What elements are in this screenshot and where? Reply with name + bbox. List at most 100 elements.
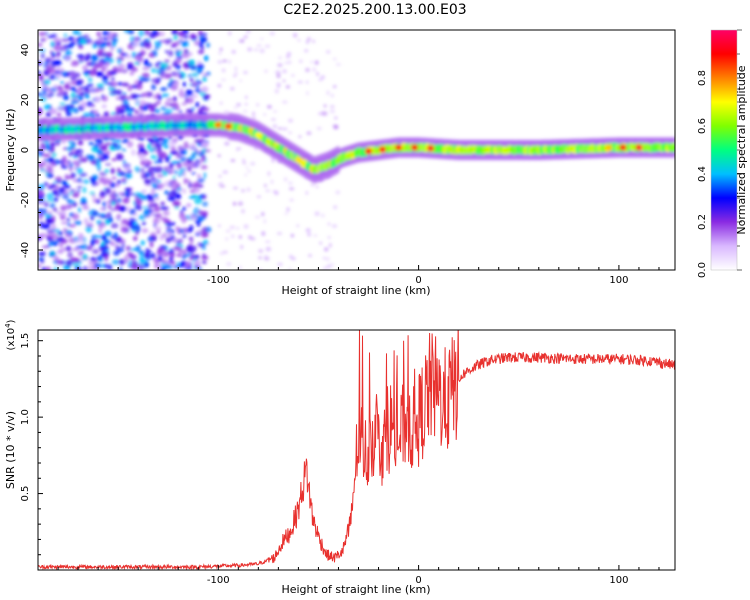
noise-speck	[254, 215, 261, 219]
noise-speck	[79, 244, 88, 250]
noise-speck	[153, 222, 157, 228]
noise-speck	[186, 89, 194, 97]
noise-speck	[182, 81, 186, 88]
noise-speck	[82, 253, 88, 260]
spectrogram-y-label: Frequency (Hz)	[4, 109, 17, 192]
noise-speck	[138, 146, 146, 154]
noise-speck	[80, 158, 88, 162]
noise-speck	[174, 48, 183, 52]
noise-speck	[99, 144, 108, 151]
noise-speck	[230, 87, 235, 91]
noise-speck	[194, 40, 199, 46]
noise-speck	[323, 111, 328, 116]
noise-speck	[146, 103, 155, 109]
noise-speck	[330, 93, 334, 98]
noise-speck	[129, 71, 134, 76]
noise-speck	[101, 234, 105, 241]
noise-speck	[256, 103, 260, 107]
noise-speck	[201, 38, 207, 43]
noise-speck	[261, 231, 266, 237]
noise-speck	[134, 198, 143, 205]
noise-speck	[50, 60, 59, 66]
noise-speck	[90, 109, 95, 114]
noise-speck	[82, 236, 87, 244]
noise-speck	[196, 64, 203, 69]
noise-speck	[44, 31, 48, 36]
noise-speck	[230, 159, 236, 162]
noise-speck	[217, 183, 221, 186]
noise-speck	[75, 167, 81, 171]
noise-speck	[163, 144, 167, 148]
noise-speck	[231, 50, 236, 54]
noise-speck	[197, 151, 201, 155]
noise-speck	[288, 267, 292, 270]
noise-speck	[138, 30, 146, 37]
noise-speck	[238, 39, 243, 43]
noise-speck	[130, 84, 139, 89]
noise-speck	[65, 104, 71, 111]
noise-speck	[154, 41, 158, 45]
noise-speck	[197, 174, 201, 178]
noise-speck	[72, 192, 80, 198]
noise-speck	[169, 170, 173, 174]
noise-speck	[71, 72, 75, 77]
noise-speck	[100, 223, 106, 228]
noise-speck	[199, 229, 207, 233]
noise-speck	[122, 197, 130, 204]
snr-y-label: SNR (10 * v/v)	[4, 411, 17, 489]
y-tick-label: 1.5	[20, 333, 31, 349]
noise-speck	[265, 246, 272, 252]
noise-speck	[49, 87, 58, 93]
noise-speck	[237, 202, 244, 206]
noise-speck	[67, 36, 75, 41]
noise-speck	[106, 201, 113, 204]
noise-speck	[120, 69, 128, 74]
noise-speck	[38, 43, 43, 47]
noise-speck	[152, 94, 158, 100]
noise-speck	[117, 179, 121, 185]
y-tick-label: -20	[20, 192, 31, 208]
noise-speck	[86, 83, 94, 88]
noise-speck	[202, 201, 208, 207]
noise-speck	[332, 85, 337, 88]
noise-speck	[42, 267, 47, 270]
noise-speck	[172, 200, 181, 207]
noise-speck	[181, 42, 189, 47]
noise-speck	[236, 103, 242, 106]
noise-speck	[194, 140, 203, 144]
noise-speck	[218, 175, 222, 178]
noise-speck	[305, 191, 308, 195]
noise-speck	[85, 226, 93, 233]
noise-speck	[146, 143, 152, 150]
noise-speck	[316, 126, 322, 131]
noise-speck	[38, 31, 46, 37]
noise-speck	[156, 136, 165, 141]
noise-speck	[143, 211, 150, 217]
noise-speck	[101, 250, 106, 255]
noise-speck	[272, 124, 277, 129]
noise-speck	[122, 159, 126, 164]
noise-speck	[264, 240, 271, 243]
noise-speck	[75, 238, 84, 244]
noise-speck	[244, 173, 247, 177]
noise-speck	[188, 181, 192, 189]
noise-speck	[291, 74, 295, 77]
noise-speck	[76, 185, 83, 189]
noise-speck	[167, 221, 171, 228]
noise-speck	[86, 54, 91, 61]
noise-speck	[316, 72, 319, 76]
noise-speck	[197, 60, 202, 66]
noise-speck	[38, 184, 46, 191]
noise-speck	[203, 94, 211, 99]
noise-speck	[179, 210, 184, 214]
noise-speck	[243, 224, 249, 229]
noise-speck	[96, 157, 101, 163]
noise-speck	[109, 182, 117, 188]
noise-speck	[111, 158, 117, 162]
ridge-hotspot	[365, 148, 372, 155]
noise-speck	[157, 95, 162, 101]
noise-speck	[47, 34, 55, 39]
noise-speck	[47, 93, 55, 97]
noise-speck	[253, 48, 259, 52]
colorbar-label: Normalized spectral amplitude	[735, 65, 748, 234]
